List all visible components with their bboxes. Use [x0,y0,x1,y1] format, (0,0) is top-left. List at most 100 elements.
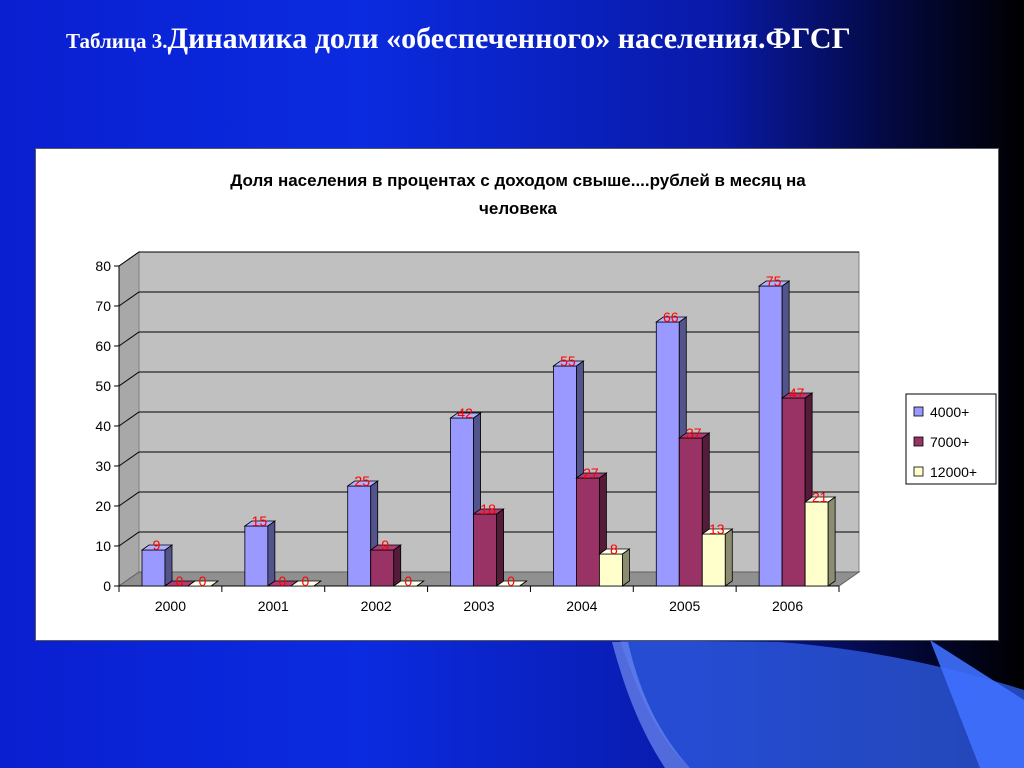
y-tick-label: 20 [95,498,111,514]
x-tick-label: 2002 [361,598,392,614]
x-tick-label: 2006 [772,598,803,614]
gridline [118,291,859,307]
slide-title-main: Динамика доли «обеспеченного» населения.… [167,22,851,55]
bar-side-12000+-2004 [622,548,630,587]
bar-side-4000+-2001 [267,520,276,587]
bar-12000+-2006 [804,501,829,587]
data-label: 0 [278,573,286,589]
bar-top-12000+-2001 [289,580,323,587]
y-tick-label: 80 [95,258,111,274]
bar-side-12000+-2006 [827,496,836,587]
legend-label-12000+: 12000+ [930,464,977,480]
y-tick-label: 30 [95,458,111,474]
bar-7000+-2005 [678,437,703,587]
bar-4000+-2006 [758,285,783,587]
x-tick-label: 2001 [258,598,289,614]
gridline [118,531,859,547]
bar-7000+-2006 [781,397,806,587]
gridline [118,491,859,507]
bar-side-4000+-2000 [164,544,173,587]
x-tick-label: 2003 [463,598,494,614]
data-label: 0 [507,573,515,589]
data-label: 42 [457,405,473,421]
bar-4000+-2001 [244,525,269,587]
bar-top-7000+-2006 [780,392,814,399]
bar-top-7000+-2004 [575,472,608,479]
bar-7000+-2003 [473,513,497,587]
bar-4000+-2004 [553,365,577,587]
y-tick-label: 70 [95,298,111,314]
bar-top-4000+-2000 [140,544,174,551]
data-label: 9 [381,537,389,553]
y-tick-label: 0 [103,578,111,594]
x-tick-label: 2000 [155,598,186,614]
x-tick-label: 2004 [566,598,597,614]
chart-title-line1: Доля населения в процентах с доходом свы… [230,171,806,190]
bar-top-7000+-2003 [472,508,505,515]
data-label: 13 [709,521,725,537]
data-label: 18 [480,501,496,517]
bar-4000+-2002 [347,485,372,587]
bar-top-12000+-2002 [392,580,425,587]
y-tick-label: 40 [95,418,111,434]
data-label: 0 [404,573,412,589]
gridline [118,371,859,387]
bar-top-12000+-2005 [701,528,734,535]
data-label: 15 [252,513,268,529]
bar-4000+-2003 [450,417,474,587]
gridline [118,251,859,267]
data-label: 0 [301,573,309,589]
bar-4000+-2000 [141,549,166,587]
chart-title-line2: человека [479,199,557,218]
data-label: 55 [560,353,576,369]
slide-title-prefix: Таблица 3. [66,29,168,53]
bar-top-4000+-2001 [243,520,277,527]
data-label: 37 [686,425,702,441]
bar-12000+-2005 [701,533,726,587]
bar-side-7000+-2003 [496,508,504,587]
gridline [118,411,859,427]
bar-side-12000+-2005 [724,528,733,587]
bar-top-4000+-2005 [655,316,688,323]
legend-swatch-12000+ [913,466,924,477]
bar-12000+-2004 [599,553,623,587]
data-label: 0 [176,573,184,589]
data-label: 0 [199,573,207,589]
bar-top-4000+-2002 [346,480,379,487]
bar-top-7000+-2005 [678,432,711,439]
legend-swatch-4000+ [913,406,924,417]
data-label: 25 [354,473,370,489]
data-label: 21 [812,489,828,505]
y-tick-label: 50 [95,378,111,394]
data-label: 75 [766,273,782,289]
bar-7000+-2004 [576,477,600,587]
chart-title: Доля населения в процентах с доходом свы… [36,167,1000,223]
data-label: 8 [610,541,618,557]
data-label: 9 [153,537,161,553]
chart-panel: Доля населения в процентах с доходом свы… [35,148,999,641]
slide-title: Таблица 3.Динамика доли «обеспеченного» … [66,22,1006,56]
gridline [118,451,859,467]
bar-4000+-2005 [655,321,680,587]
bar-top-4000+-2003 [449,412,482,419]
data-label: 47 [789,385,805,401]
y-tick-label: 10 [95,538,111,554]
bar-top-12000+-2006 [803,496,837,503]
bar-top-7000+-2002 [369,544,402,551]
data-label: 66 [663,309,679,325]
legend-label-7000+: 7000+ [930,434,969,450]
bar-top-12000+-2000 [186,580,220,587]
y-tick-label: 60 [95,338,111,354]
bar-7000+-2002 [370,549,395,587]
legend-swatch-7000+ [913,436,924,447]
x-tick-label: 2005 [669,598,700,614]
bar-top-12000+-2003 [495,580,528,587]
bar-top-4000+-2004 [552,360,585,367]
legend-label-4000+: 4000+ [930,404,969,420]
bar-top-4000+-2006 [757,280,791,287]
data-label: 27 [583,465,599,481]
bar-side-7000+-2002 [393,544,402,587]
gridline [118,331,859,347]
